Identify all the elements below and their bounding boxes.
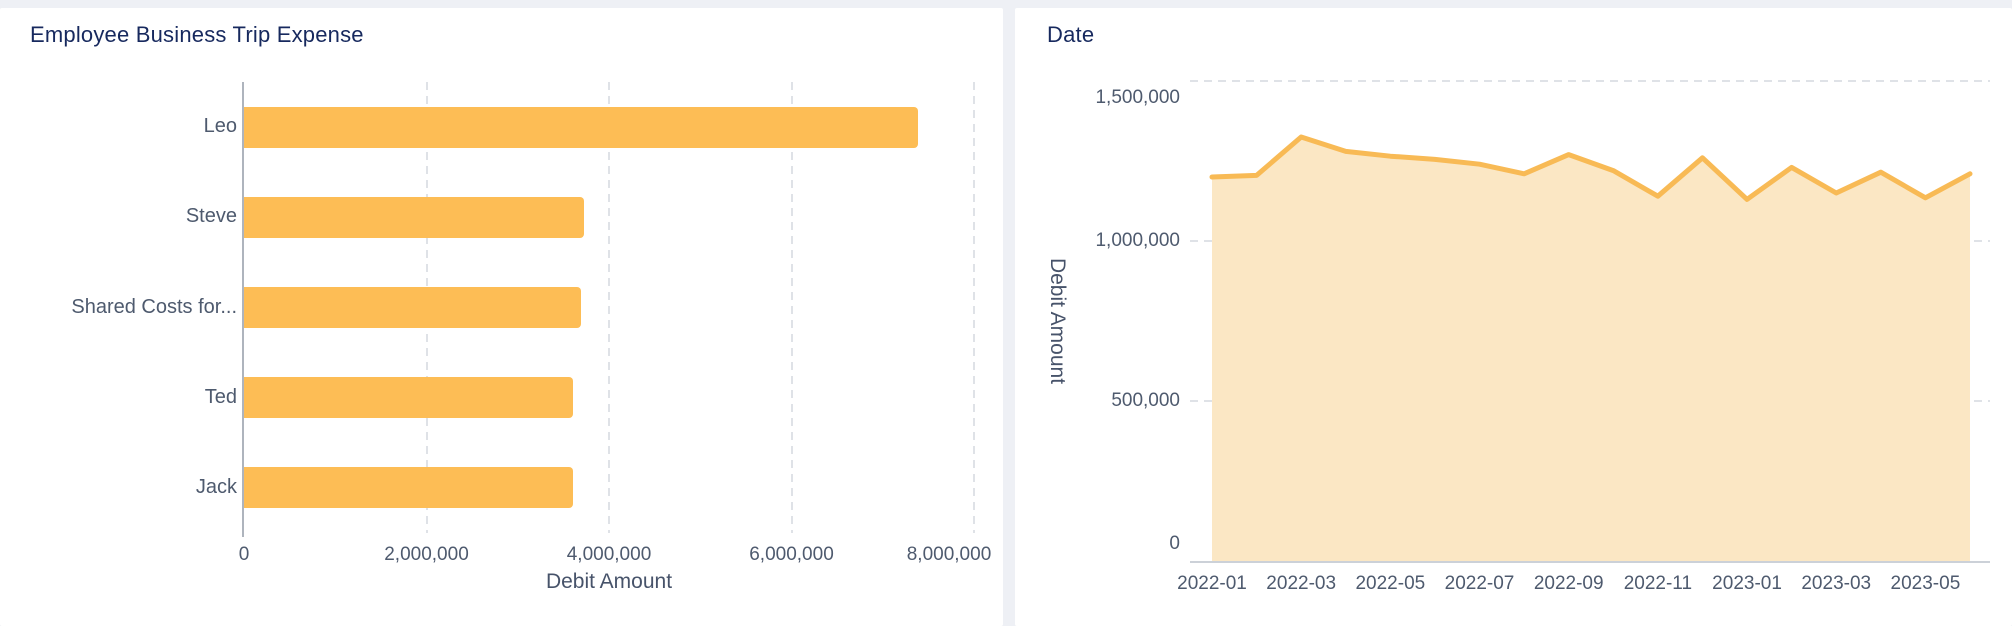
x-tick-label: 2022-07 (1444, 573, 1515, 594)
gridline-vertical (973, 82, 975, 533)
gridline-vertical (608, 82, 610, 533)
category-label: Steve (185, 205, 237, 228)
y-tick-label: 500,000 (1111, 390, 1180, 411)
y-tick-label: 1,500,000 (1095, 87, 1180, 108)
x-tick-label: 2023-01 (1712, 573, 1782, 594)
x-tick-label: 4,000,000 (566, 544, 652, 565)
x-tick-label: 2022-11 (1623, 573, 1693, 594)
x-tick-label: 0 (238, 544, 250, 565)
bar-steve[interactable] (244, 196, 585, 238)
area-line[interactable] (1209, 134, 1973, 202)
y-axis-line (242, 82, 244, 537)
gridline-vertical (790, 82, 793, 533)
category-label: Jack (195, 475, 237, 498)
category-label: Shared Costs for... (71, 295, 237, 318)
x-tick-label: 2022-05 (1355, 573, 1426, 594)
area-chart-y-axis-name: Debit Amount (1046, 257, 1069, 385)
x-tick-label: 2022-09 (1533, 573, 1604, 594)
x-tick-label: 2022-01 (1177, 573, 1247, 594)
x-tick-label: 6,000,000 (749, 544, 834, 565)
area-chart-title: Date (1047, 22, 1095, 47)
bar-chart-x-axis-name: Debit Amount (545, 570, 673, 593)
x-tick-label: 2022-03 (1266, 573, 1337, 594)
category-label: Ted (204, 385, 237, 408)
area-chart-card: Date Debit Amount 0 500,000 1,000,000 1,500… (1015, 8, 2012, 626)
y-tick-label: 0 (1169, 533, 1180, 554)
bar-leo[interactable] (244, 106, 919, 148)
y-tick-label: 1,000,000 (1095, 230, 1180, 251)
area-fill[interactable] (1212, 137, 1970, 561)
x-tick-label: 8,000,000 (906, 544, 992, 565)
x-tick-label: 2023-03 (1801, 573, 1872, 594)
category-label: Leo (203, 115, 237, 138)
x-axis-line (1190, 561, 1990, 563)
bar-ted[interactable] (244, 377, 574, 419)
bar-chart-title: Employee Business Trip Expense (30, 22, 364, 47)
area-chart-svg (1209, 134, 1973, 561)
x-tick-label: 2,000,000 (384, 544, 469, 565)
gridline-horizontal (1190, 80, 1990, 82)
x-tick-label: 2023-05 (1890, 573, 1961, 594)
bar-shared-costs-for[interactable] (244, 287, 581, 328)
bar-chart-card: Employee Business Trip Expense Debit Amo… (0, 8, 1003, 626)
bar-jack[interactable] (244, 467, 573, 509)
